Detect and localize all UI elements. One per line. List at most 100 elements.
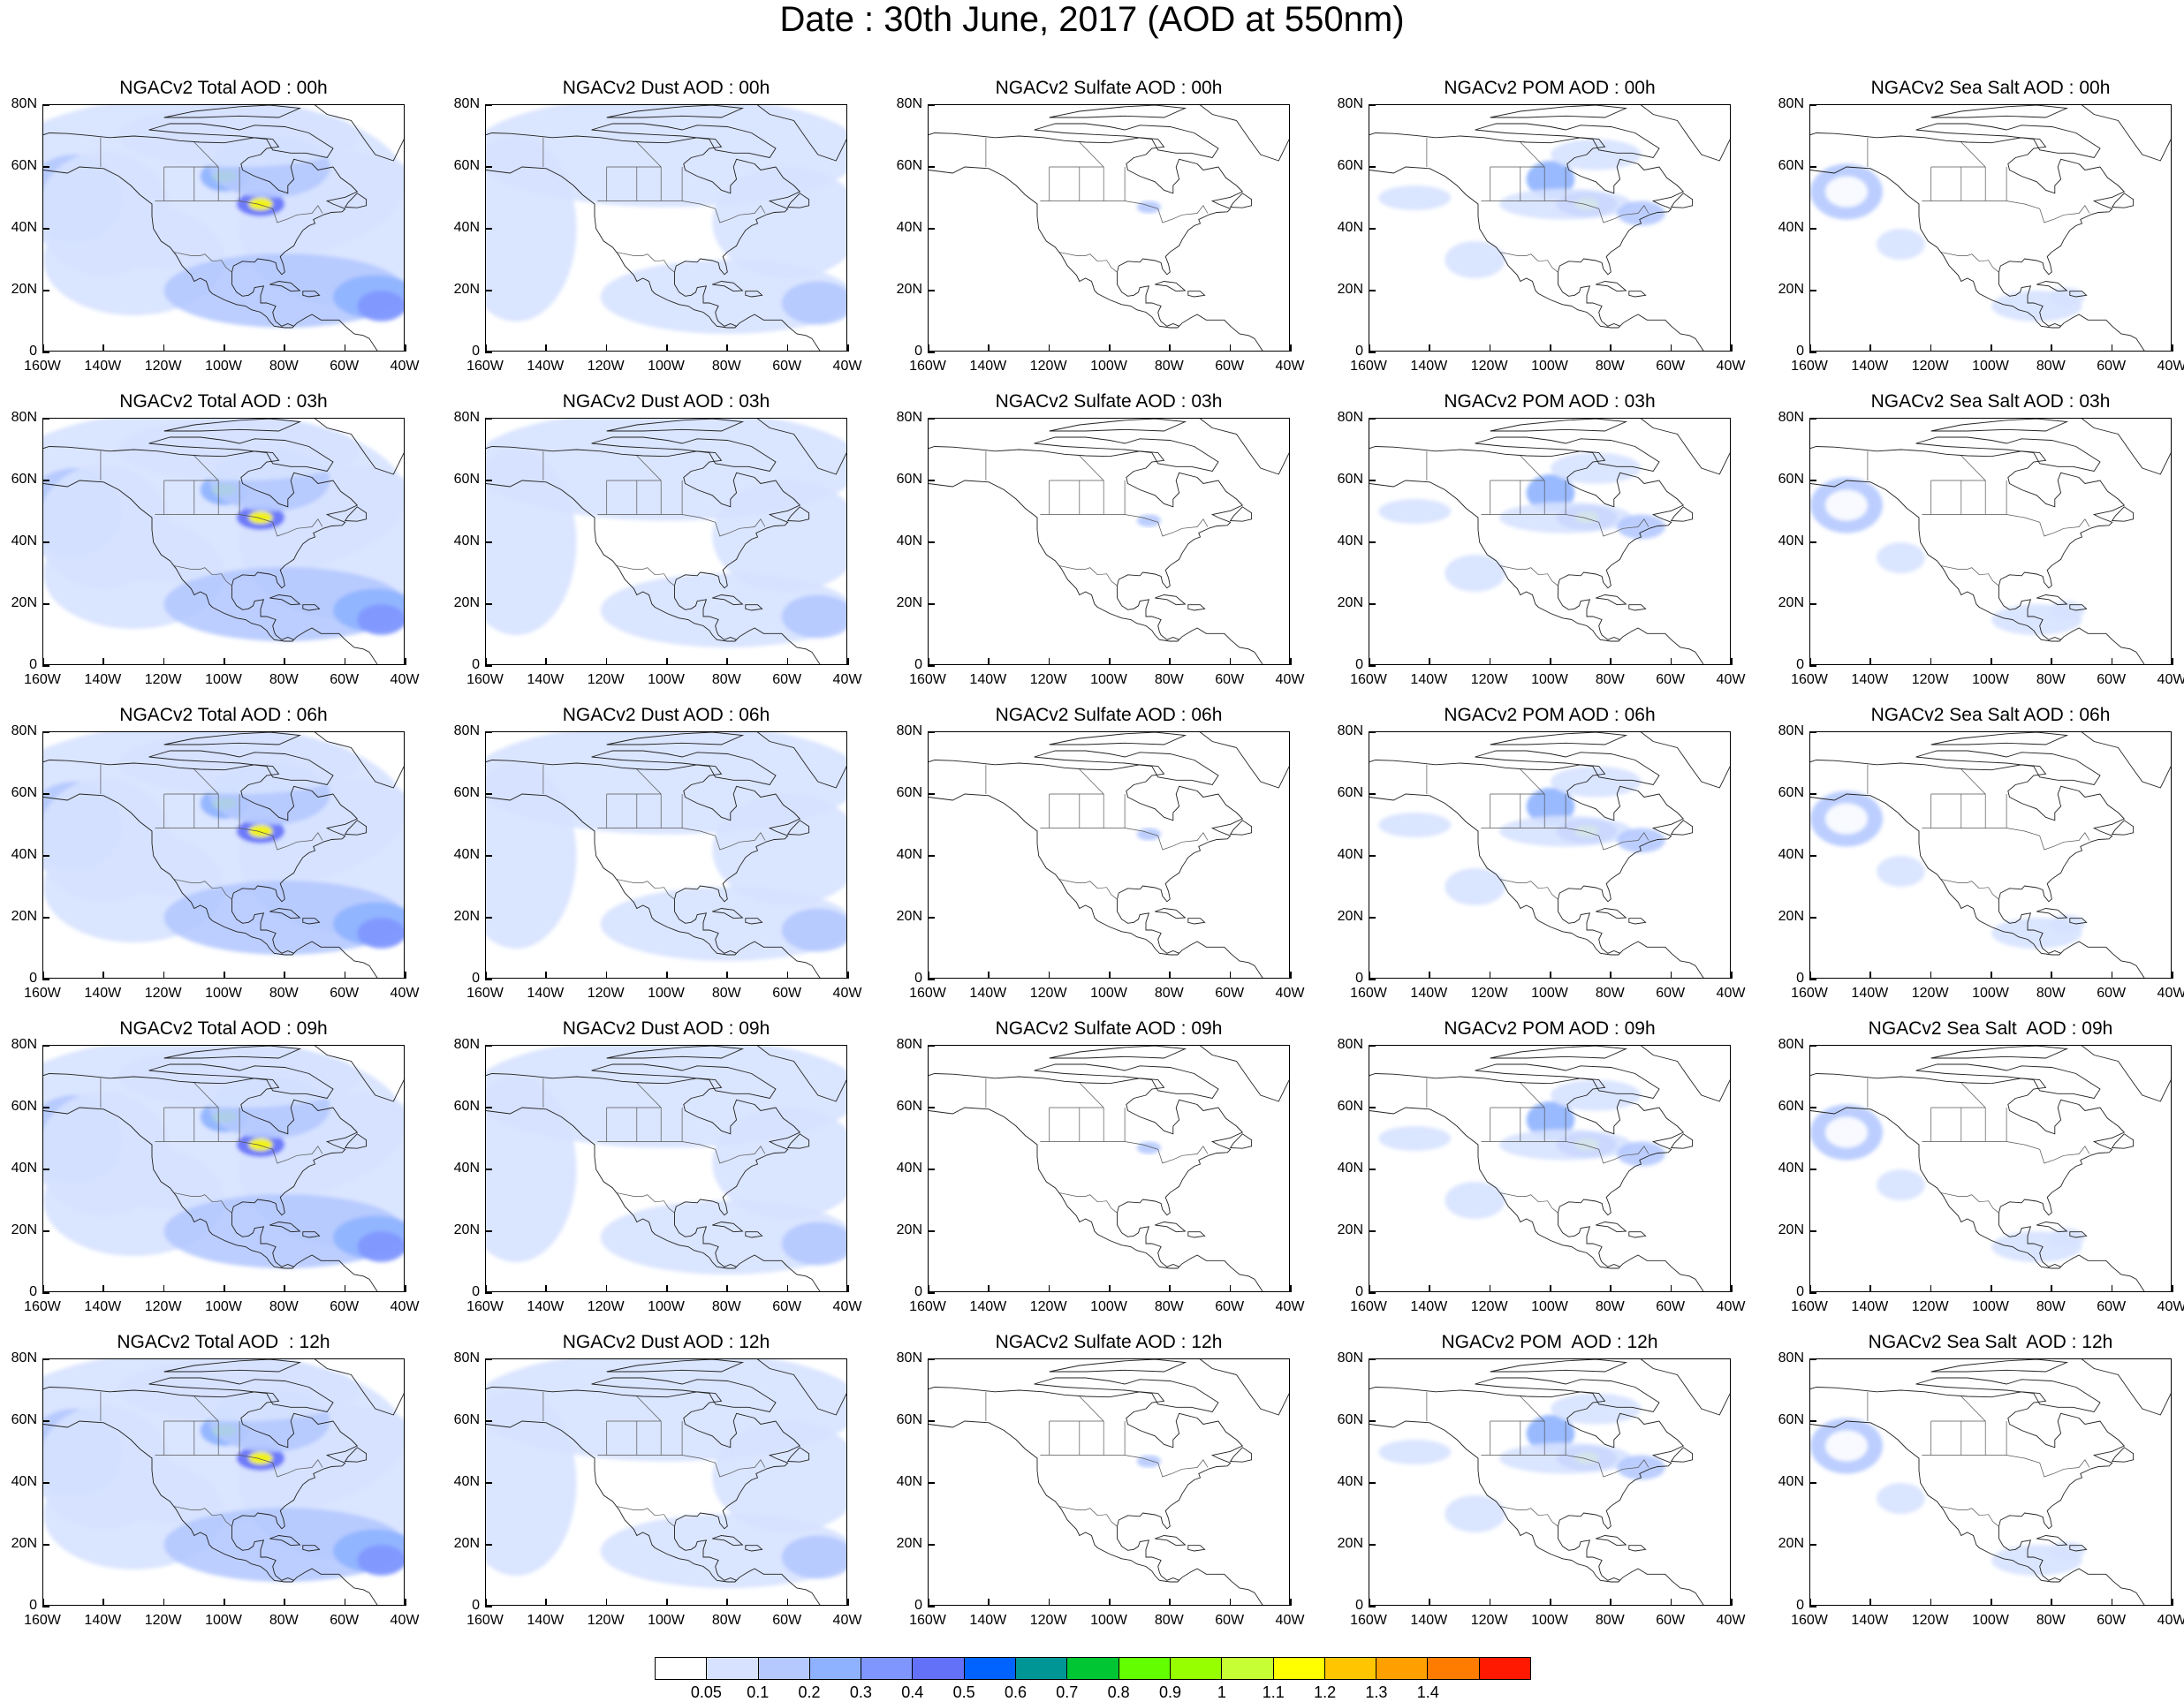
y-tick-label: 80N	[1778, 723, 1804, 738]
x-tick	[1048, 972, 1050, 979]
x-tick	[988, 1599, 990, 1606]
aod-field	[1825, 803, 1868, 835]
aod-field	[2048, 914, 2085, 934]
coastline	[344, 506, 368, 522]
coastline	[756, 105, 846, 162]
x-tick-label: 140W	[969, 359, 1007, 374]
y-tick-label: 60N	[1778, 158, 1804, 173]
x-tick	[1229, 344, 1232, 352]
y-tick-label: 0	[472, 1598, 480, 1613]
y-tick	[42, 855, 49, 857]
colorbar-label: 1.1	[1262, 1683, 1285, 1701]
coastline	[163, 732, 302, 745]
x-tick-label: 120W	[587, 672, 625, 687]
panel-title: NGACv2 POM AOD : 06h	[1444, 705, 1656, 725]
coastline	[1490, 1359, 1628, 1373]
x-tick	[1429, 658, 1430, 665]
y-tick	[1809, 1420, 1816, 1422]
y-tick-label: 80N	[896, 1037, 922, 1052]
coastline	[344, 820, 368, 836]
y-tick	[485, 793, 492, 795]
border	[1079, 141, 1104, 168]
x-tick-label: 120W	[1029, 986, 1067, 1001]
coastline	[1155, 1535, 1187, 1547]
x-tick-label: 100W	[205, 986, 242, 1001]
x-tick-label: 140W	[84, 1613, 122, 1628]
y-tick	[1369, 1358, 1376, 1360]
y-tick-label: 40N	[11, 1474, 37, 1489]
y-tick-label: 20N	[896, 282, 922, 297]
x-tick	[1109, 1285, 1111, 1292]
x-tick-label: 60W	[330, 359, 360, 374]
map-plot	[1369, 1045, 1731, 1292]
coastline	[2111, 1133, 2135, 1149]
x-tick	[224, 344, 225, 352]
aod-field	[1526, 1101, 1575, 1138]
aod-field	[1551, 1079, 1642, 1111]
x-tick-label: 80W	[269, 1613, 299, 1628]
x-tick-label: 120W	[1911, 359, 1949, 374]
coastline	[1640, 732, 1730, 789]
coastline	[1596, 281, 1627, 292]
x-tick	[1809, 1599, 1811, 1606]
y-tick	[1809, 352, 1816, 353]
x-tick	[1550, 658, 1551, 665]
border	[1040, 514, 1209, 537]
border	[1481, 828, 1649, 851]
panel-title: NGACv2 Sulfate AOD : 09h	[995, 1018, 1223, 1039]
y-tick	[928, 1606, 935, 1607]
y-tick	[42, 1544, 49, 1546]
x-tick	[928, 1285, 929, 1292]
y-tick-label: 0	[29, 344, 37, 359]
coastline	[1229, 1133, 1253, 1149]
y-tick	[485, 1169, 492, 1170]
aod-field	[357, 291, 404, 321]
x-tick	[163, 1285, 165, 1292]
y-tick	[1809, 228, 1816, 230]
map-plot	[42, 1358, 405, 1606]
y-tick-label: 80N	[453, 1350, 480, 1365]
coastline	[302, 604, 321, 611]
x-tick-label: 60W	[330, 1299, 360, 1314]
y-tick-label: 20N	[1337, 1536, 1363, 1551]
border	[1079, 1082, 1104, 1108]
coastline	[486, 793, 821, 978]
border	[155, 514, 323, 537]
x-tick	[1109, 344, 1111, 352]
coastline	[712, 1535, 744, 1547]
y-tick-label: 80N	[11, 723, 37, 738]
aod-field	[1445, 1495, 1505, 1532]
y-tick-label: 60N	[453, 1412, 480, 1427]
x-tick-label: 40W	[2157, 359, 2184, 374]
colorbar-swatch	[707, 1658, 759, 1679]
y-tick-label: 0	[29, 657, 37, 672]
x-tick-label: 120W	[144, 1299, 182, 1314]
colorbar-label: 0.8	[1107, 1683, 1130, 1701]
x-tick	[1610, 972, 1611, 979]
coastline	[786, 193, 810, 208]
x-tick-label: 140W	[1851, 672, 1889, 687]
y-tick-label: 60N	[896, 1099, 922, 1114]
map-plot	[1369, 1358, 1731, 1606]
coastline	[2081, 732, 2171, 789]
x-tick	[2051, 1599, 2052, 1606]
border	[1498, 878, 1558, 900]
y-tick-label: 40N	[453, 1474, 480, 1489]
y-tick-label: 60N	[11, 785, 37, 800]
border	[1040, 1455, 1209, 1478]
y-tick	[42, 793, 49, 795]
y-tick	[928, 603, 935, 605]
y-tick-label: 60N	[1778, 785, 1804, 800]
x-tick-label: 60W	[2097, 1299, 2127, 1314]
y-tick-label: 20N	[1778, 909, 1804, 924]
x-tick-label: 40W	[1275, 1299, 1305, 1314]
x-tick	[1610, 658, 1611, 665]
x-tick-label: 60W	[1215, 359, 1245, 374]
x-tick	[928, 972, 929, 979]
y-tick-label: 0	[472, 971, 480, 986]
coastline	[745, 918, 763, 925]
y-tick	[485, 166, 492, 168]
coastline	[591, 123, 777, 159]
x-tick	[2111, 1285, 2113, 1292]
coastline	[314, 1046, 404, 1102]
